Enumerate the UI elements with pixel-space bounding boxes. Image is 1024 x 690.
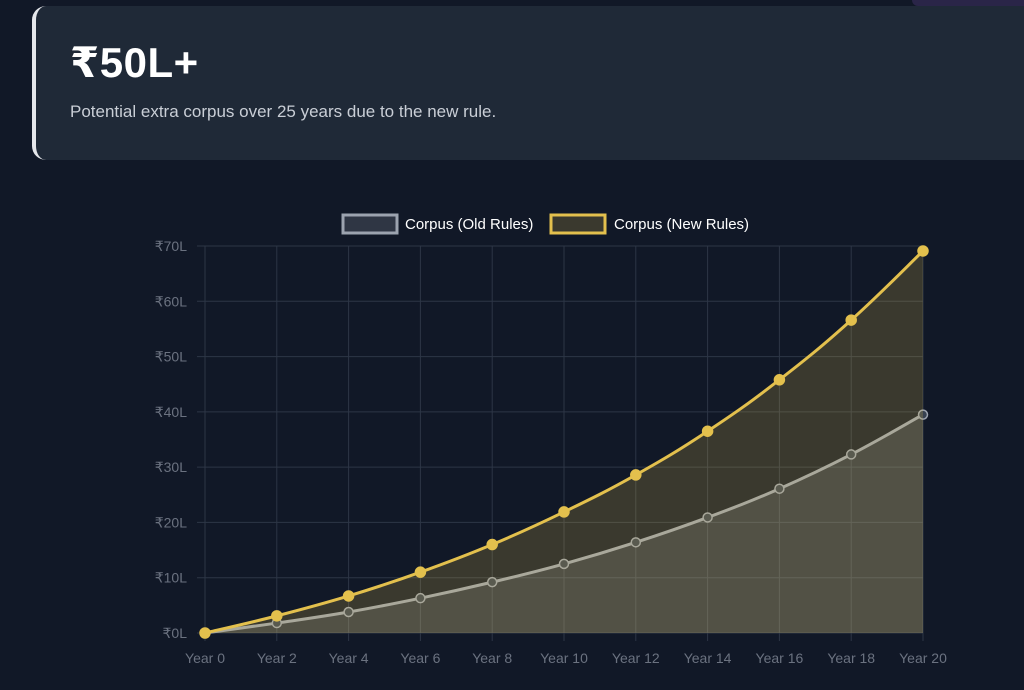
stat-description: Potential extra corpus over 25 years due… [70, 102, 497, 121]
point-new-rules [414, 566, 427, 578]
point-old-rules [917, 409, 929, 420]
x-tick-label: Year 4 [329, 650, 369, 666]
legend-swatch-old-rules [341, 213, 399, 235]
area-old-rules [205, 414, 923, 633]
point-new-rules [917, 245, 929, 257]
point-old-rules [774, 483, 785, 494]
y-tick-label: ₹20L [155, 514, 187, 530]
grid [197, 245, 924, 641]
point-new-rules [558, 506, 570, 518]
point-old-rules [486, 576, 498, 588]
legend-swatch-new-rules [549, 213, 607, 235]
top-accent-bar [912, 0, 1024, 6]
y-tick-label: ₹0L [163, 625, 188, 641]
line-new-rules [204, 249, 925, 635]
y-tick-label: ₹60L [155, 293, 187, 309]
legend: Corpus (Old Rules) Corpus (New Rules) [341, 213, 749, 235]
point-old-rules [845, 449, 857, 460]
point-new-rules [486, 538, 498, 551]
stat-value: ₹50L+ [70, 39, 199, 86]
x-tick-label: Year 16 [756, 650, 804, 666]
x-tick-label: Year 18 [827, 650, 875, 666]
y-tick-label: ₹50L [155, 349, 187, 365]
point-old-rules [630, 537, 642, 548]
y-tick-label: ₹10L [155, 570, 187, 586]
legend-label-old-rules: Corpus (Old Rules) [405, 216, 533, 233]
y-tick-label: ₹70L [155, 238, 187, 254]
y-tick-label: ₹40L [155, 404, 187, 420]
x-tick-label: Year 12 [612, 650, 660, 666]
x-tick-label: Year 2 [257, 650, 297, 666]
x-tick-label: Year 10 [540, 650, 588, 666]
x-tick-label: Year 0 [185, 650, 225, 666]
stat-card: ₹50L+ Potential extra corpus over 25 yea… [32, 6, 1024, 160]
point-old-rules [702, 512, 713, 523]
y-tick-label: ₹30L [155, 459, 187, 475]
point-new-rules [701, 425, 714, 437]
point-new-rules [773, 374, 786, 386]
x-tick-label: Year 6 [400, 650, 440, 666]
legend-label-new-rules: Corpus (New Rules) [614, 216, 749, 233]
point-new-rules [845, 314, 857, 326]
point-new-rules [271, 610, 283, 622]
point-new-rules [342, 590, 355, 602]
x-tick-label: Year 20 [899, 650, 947, 666]
point-old-rules [343, 606, 354, 618]
x-tick-label: Year 14 [684, 650, 732, 666]
point-new-rules [630, 469, 642, 481]
point-old-rules [415, 592, 426, 604]
point-new-rules [199, 627, 211, 639]
x-tick-label: Year 8 [472, 650, 512, 666]
point-old-rules [558, 558, 570, 570]
area-new-rules [205, 250, 923, 633]
